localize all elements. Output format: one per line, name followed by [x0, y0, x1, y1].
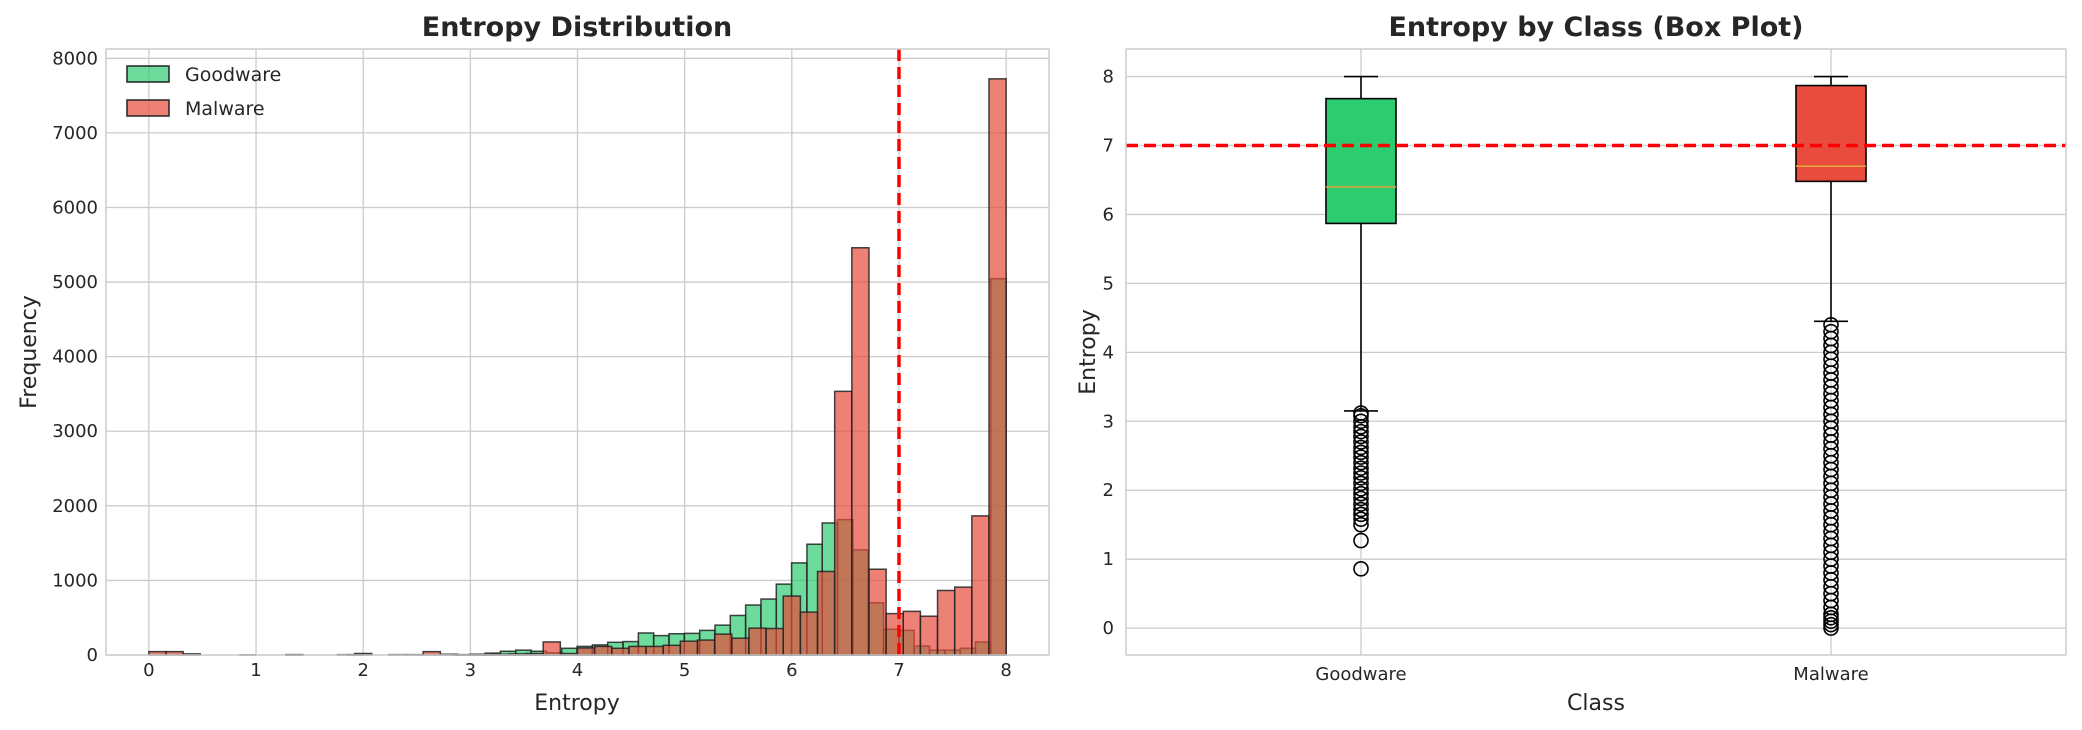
- histogram-bar-malware: [713, 633, 733, 656]
- y-tick-label: 8: [1103, 67, 1114, 88]
- outlier-point-malware: [1823, 316, 1839, 333]
- plot-frame: [1125, 48, 2067, 656]
- boxplot-xlabel: Class: [1567, 691, 1625, 716]
- y-tick-label: 5: [1103, 273, 1114, 294]
- outlier-point-goodware: [1353, 413, 1369, 430]
- outlier-point-goodware: [1353, 449, 1369, 465]
- histogram-bar-malware: [731, 637, 750, 656]
- outlier-point-malware: [1823, 323, 1839, 340]
- histogram-bar-malware: [542, 641, 562, 656]
- y-tick-label: 7000: [52, 123, 98, 144]
- outlier-point-goodware: [1353, 405, 1369, 421]
- histogram-bar-malware: [953, 586, 973, 656]
- y-tick-label: 3: [1103, 411, 1114, 432]
- outlier-point-goodware: [1353, 501, 1369, 518]
- x-tick-label: 5: [679, 660, 690, 681]
- outlier-point-malware: [1823, 616, 1839, 633]
- legend-label-goodware: Goodware: [185, 64, 281, 86]
- histogram-bar-malware: [662, 644, 682, 656]
- x-tick-label: Goodware: [1315, 664, 1406, 685]
- outlier-point-goodware: [1353, 465, 1369, 481]
- histogram-bar-malware: [696, 639, 716, 656]
- y-tick-label: 7: [1103, 136, 1114, 157]
- histogram-bar-malware: [645, 645, 664, 656]
- y-tick-label: 1000: [52, 570, 98, 591]
- x-tick-label: 2: [357, 660, 368, 681]
- outlier-point-goodware: [1353, 511, 1369, 527]
- histogram-bar-malware: [799, 611, 819, 656]
- x-tick-label: Malware: [1793, 664, 1868, 685]
- outlier-point-goodware: [1353, 481, 1369, 497]
- x-tick-label: 7: [893, 660, 904, 681]
- histogram-ylabel: Frequency: [17, 295, 42, 409]
- outlier-point-goodware: [1353, 516, 1369, 533]
- x-tick-label: 6: [786, 660, 797, 681]
- x-tick-label: 8: [1000, 660, 1011, 681]
- histogram-bar-malware: [765, 627, 784, 656]
- histogram-bar-malware: [988, 78, 1007, 656]
- outlier-point-goodware: [1353, 506, 1369, 523]
- x-tick-label: 0: [143, 660, 154, 681]
- histogram-bar-malware: [816, 570, 836, 656]
- y-tick-label: 6000: [52, 197, 98, 218]
- boxplot-axes: Entropy by Class (Box Plot) Class Entrop…: [1076, 12, 2067, 716]
- outlier-point-goodware: [1353, 460, 1369, 476]
- y-tick-label: 0: [1103, 618, 1114, 639]
- histogram-bar-malware: [576, 647, 596, 656]
- box-goodware: [1325, 97, 1397, 225]
- y-tick-label: 4: [1103, 342, 1114, 363]
- boxplot-ylabel: Entropy: [1076, 309, 1101, 394]
- outlier-point-goodware: [1353, 485, 1369, 502]
- outlier-point-goodware: [1353, 439, 1369, 456]
- x-tick-label: 1: [250, 660, 261, 681]
- outlier-point-goodware: [1353, 561, 1369, 577]
- outlier-point-goodware: [1353, 496, 1369, 512]
- outlier-point-goodware: [1353, 428, 1369, 445]
- outlier-point-goodware: [1353, 490, 1369, 507]
- y-tick-label: 5000: [52, 272, 98, 293]
- plot-frame: [105, 48, 1050, 656]
- histogram-bar-malware: [628, 645, 647, 656]
- boxplot-title: Entropy by Class (Box Plot): [1388, 12, 1803, 43]
- y-tick-label: 6: [1103, 204, 1114, 225]
- box-malware: [1795, 84, 1867, 183]
- y-tick-label: 8000: [52, 48, 98, 69]
- histogram-bar-malware: [868, 568, 887, 656]
- outlier-point-goodware: [1353, 454, 1369, 471]
- histogram-axes: Entropy Distribution Entropy Frequency 0…: [17, 12, 1050, 716]
- y-tick-label: 0: [87, 645, 98, 666]
- histogram-bar-malware: [593, 645, 613, 656]
- histogram-xlabel: Entropy: [534, 691, 619, 716]
- legend-swatch-malware: [126, 99, 170, 117]
- histogram-bar-malware: [611, 647, 630, 656]
- y-tick-label: 1: [1103, 549, 1114, 570]
- outlier-point-goodware: [1353, 444, 1369, 461]
- histogram-bar-malware: [679, 640, 699, 656]
- x-tick-label: 4: [572, 660, 583, 681]
- x-tick-label: 3: [465, 660, 476, 681]
- legend: Goodware Malware: [126, 64, 281, 120]
- outlier-point-goodware: [1353, 434, 1369, 450]
- y-tick-label: 4000: [52, 347, 98, 368]
- histogram-bar-malware: [782, 595, 802, 656]
- outlier-point-malware: [1823, 609, 1839, 626]
- outlier-point-goodware: [1353, 532, 1369, 549]
- histogram-bar-malware: [902, 610, 922, 656]
- histogram-bar-malware: [851, 247, 870, 656]
- y-tick-label: 3000: [52, 421, 98, 442]
- histogram-bar-malware: [936, 589, 956, 656]
- histogram-bar-malware: [971, 515, 990, 656]
- histogram-bar-malware: [748, 627, 767, 656]
- legend-swatch-goodware: [126, 65, 170, 83]
- outlier-point-goodware: [1353, 475, 1369, 492]
- histogram-bar-malware: [919, 615, 939, 656]
- y-tick-label: 2000: [52, 496, 98, 517]
- outlier-point-goodware: [1353, 470, 1369, 486]
- histogram-bar-malware: [833, 390, 853, 656]
- histogram-title: Entropy Distribution: [422, 12, 732, 43]
- y-tick-label: 2: [1103, 480, 1114, 501]
- outlier-point-goodware: [1353, 423, 1369, 440]
- legend-label-malware: Malware: [185, 98, 265, 120]
